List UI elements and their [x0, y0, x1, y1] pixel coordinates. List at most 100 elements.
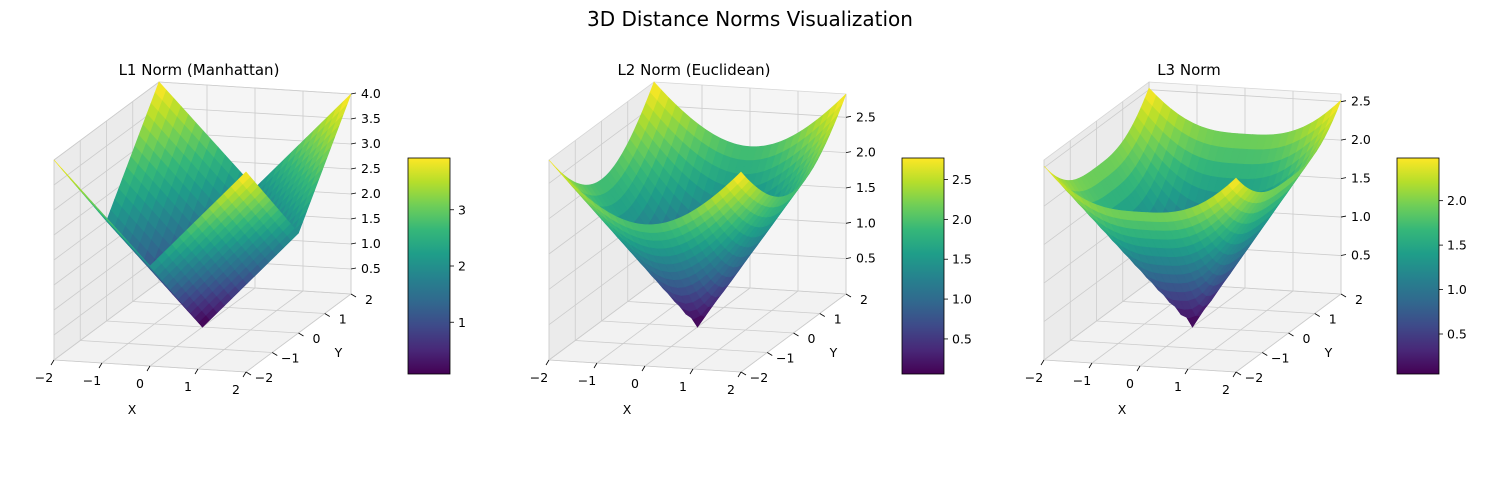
gridline-y-floor	[80, 340, 273, 353]
x-tick-label: −2	[1025, 370, 1043, 385]
y-tick-mark	[740, 371, 747, 376]
x-tick-label: 0	[136, 376, 144, 391]
gridline-z-back	[158, 106, 352, 120]
x-axis-label: X	[128, 402, 137, 417]
y-tick-label: 2	[860, 292, 868, 307]
x-tick-label: 0	[631, 376, 639, 391]
z-tick-label: 0.5	[856, 251, 876, 266]
z-tick-label: 1.5	[1351, 171, 1371, 186]
y-tick-label: 0	[808, 331, 816, 346]
surface	[1043, 87, 1342, 328]
z-tick-mark	[350, 92, 357, 95]
z-tick-mark	[845, 151, 852, 154]
x-tick-mark	[737, 371, 742, 378]
y-tick-label: 2	[1355, 292, 1363, 307]
gridline-y-floor	[627, 301, 820, 314]
y-tick-label: −1	[1271, 351, 1289, 366]
y-tick-label: 0	[1303, 331, 1311, 346]
gridline-z-back	[158, 81, 352, 95]
y-tick-mark	[1235, 371, 1242, 376]
figure-title: 3D Distance Norms Visualization	[587, 7, 913, 31]
z-tick-mark	[350, 242, 357, 245]
z-tick-mark	[350, 217, 357, 220]
z-tick-mark	[350, 267, 357, 270]
z-tick-mark	[350, 167, 357, 170]
y-tick-label: 1	[339, 312, 347, 327]
y-tick-mark	[819, 313, 825, 317]
y-tick-label: 2	[365, 292, 373, 307]
x-tick-mark	[50, 359, 55, 366]
gridline-z-left	[1043, 89, 1150, 169]
z-tick-label: 2.0	[1351, 132, 1371, 147]
z-tick-mark	[1340, 100, 1347, 103]
z-tick-mark	[845, 186, 852, 189]
y-axis-label: Y	[334, 345, 343, 360]
gridline-y-floor	[1122, 301, 1315, 314]
x-tick-label: 1	[1174, 379, 1182, 394]
panel-title: L3 Norm	[1157, 61, 1221, 79]
y-tick-mark	[845, 293, 852, 298]
colorbar-tick-label: 2.0	[952, 212, 972, 227]
gridline-z-left	[53, 256, 160, 336]
gridline-z-left	[53, 81, 160, 161]
colorbar-tick-label: 1.0	[1447, 282, 1467, 297]
x-tick-mark	[98, 362, 103, 369]
y-tick-mark	[1262, 352, 1268, 356]
z-tick-label: 1.5	[856, 180, 876, 195]
x-tick-label: 1	[679, 379, 687, 394]
x-tick-label: 1	[184, 379, 192, 394]
y-tick-mark	[1288, 332, 1294, 337]
x-axis-label: X	[1118, 402, 1127, 417]
z-tick-label: 4.0	[361, 86, 381, 101]
y-axis-label: Y	[829, 345, 838, 360]
x-tick-label: 2	[1222, 382, 1230, 397]
y-tick-label: −2	[255, 370, 273, 385]
panel-l2-norm: L2 Norm (Euclidean) −2 −1 0 1 2 −2 −1 0 1 2 0.5 1.0…	[530, 61, 972, 417]
gridline-y-floor	[575, 340, 768, 353]
gridline-z-left	[548, 246, 655, 325]
y-tick-mark	[324, 313, 330, 317]
y-axis-label: Y	[1324, 345, 1333, 360]
colorbar-tick-label: 2.0	[1447, 193, 1467, 208]
z-tick-mark	[1340, 177, 1347, 180]
y-tick-mark	[272, 352, 278, 356]
gridline-y-floor	[132, 301, 325, 314]
x-tick-label: 2	[232, 382, 240, 397]
surface-facet	[238, 171, 251, 185]
z-tick-mark	[845, 115, 852, 118]
x-tick-mark	[242, 371, 247, 378]
gridline-z-left	[53, 106, 160, 186]
y-tick-label: 1	[834, 312, 842, 327]
x-tick-label: −2	[530, 370, 548, 385]
x-tick-label: −1	[1073, 373, 1091, 388]
y-tick-mark	[767, 352, 773, 356]
surface-facet	[1228, 177, 1241, 191]
x-tick-mark	[689, 368, 694, 375]
colorbar-tick-label: 1.5	[952, 252, 972, 267]
y-tick-mark	[298, 332, 304, 337]
x-tick-mark	[1088, 362, 1093, 369]
gridline-z-left	[548, 105, 655, 184]
gridline-z-back	[653, 104, 847, 118]
x-tick-mark	[1136, 365, 1141, 372]
z-tick-mark	[845, 257, 852, 260]
surface	[548, 81, 847, 328]
colorbar-tick-label: 0.5	[1447, 327, 1467, 342]
colorbar-tick-label: 2	[458, 259, 466, 274]
x-tick-mark	[593, 362, 598, 369]
colorbar	[901, 157, 945, 375]
z-tick-label: 2.0	[361, 186, 381, 201]
y-tick-label: −1	[776, 351, 794, 366]
z-tick-label: 1.0	[856, 215, 876, 230]
x-tick-mark	[1232, 371, 1237, 378]
surface	[53, 81, 352, 328]
colorbar-tick-label: 1	[458, 315, 466, 330]
z-tick-mark	[350, 117, 357, 120]
y-tick-mark	[1340, 293, 1347, 298]
x-tick-mark	[545, 359, 550, 366]
y-tick-mark	[1314, 313, 1320, 317]
surface-facet	[733, 171, 746, 185]
colorbar-tick-label: 3	[458, 202, 466, 217]
panel-l3-norm: L3 Norm −2 −1 0 1 2 −2 −1 0 1 2 0.5 1.0 1.5 2.0 2.5 X Y 0…	[1025, 61, 1467, 417]
y-tick-label: −2	[750, 370, 768, 385]
